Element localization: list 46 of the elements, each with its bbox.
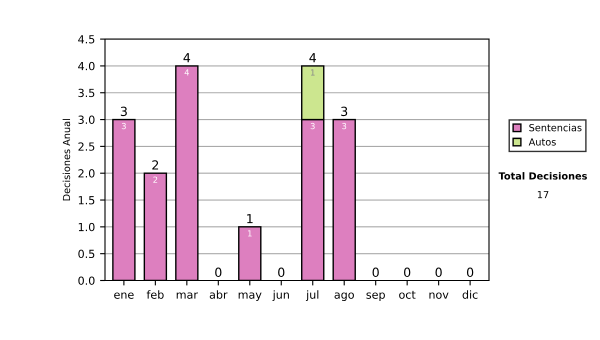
total-label: 0 — [435, 268, 442, 278]
total-label: 4 — [183, 53, 190, 62]
legend-label: Autos — [528, 138, 556, 146]
total-label: 2 — [152, 160, 158, 170]
x-tick-label: ene — [114, 292, 134, 299]
total-label: 0 — [466, 268, 474, 278]
data-label: 3 — [342, 122, 346, 130]
text: 17 — [538, 191, 548, 198]
total-label: 0 — [372, 268, 379, 278]
total-label: 3 — [120, 106, 127, 116]
total-label: 3 — [341, 106, 348, 116]
y-axis-title: Decisiones Anual — [62, 119, 70, 200]
total-label: 0 — [278, 268, 284, 278]
total-label: 4 — [309, 53, 316, 62]
x-tick-label: ago — [334, 292, 354, 301]
x-tick-label: sep — [366, 292, 385, 301]
text: Total Decisiones — [498, 172, 587, 180]
x-tick-label: oct — [399, 290, 416, 299]
y-tick-label: 4.0 — [78, 62, 95, 70]
x-tick-label: feb — [146, 290, 164, 299]
x-tick-label: may — [238, 292, 262, 301]
y-tick-label: 1.0 — [78, 222, 95, 232]
data-label: 1 — [248, 230, 252, 236]
x-tick-label: jul — [306, 290, 318, 301]
y-tick-label: 3.0 — [78, 116, 95, 124]
x-tick-label: jun — [272, 290, 289, 301]
y-tick-label: 2.0 — [78, 169, 95, 178]
data-label: 4 — [184, 69, 190, 76]
y-tick-label: 2.5 — [78, 142, 94, 151]
data-label: 1 — [311, 69, 315, 76]
total-label: 0 — [404, 268, 410, 278]
y-tick-label: 0.0 — [78, 276, 95, 285]
y-tick-label: 0.5 — [78, 250, 94, 258]
data-label: 3 — [122, 122, 126, 130]
x-tick-label: mar — [176, 292, 198, 299]
y-tick-label: 3.5 — [78, 88, 94, 98]
x-tick-label: abr — [210, 290, 228, 299]
x-tick-label: nov — [429, 292, 449, 299]
y-tick-label: 1.5 — [78, 196, 94, 204]
total-label: 0 — [215, 268, 222, 278]
x-tick-label: dic — [462, 290, 478, 299]
data-label: 2 — [153, 176, 158, 183]
y-tick-label: 4.5 — [78, 35, 94, 44]
data-label: 3 — [310, 122, 315, 130]
legend-label: Sentencias — [529, 124, 582, 132]
total-label: 1 — [247, 214, 253, 224]
